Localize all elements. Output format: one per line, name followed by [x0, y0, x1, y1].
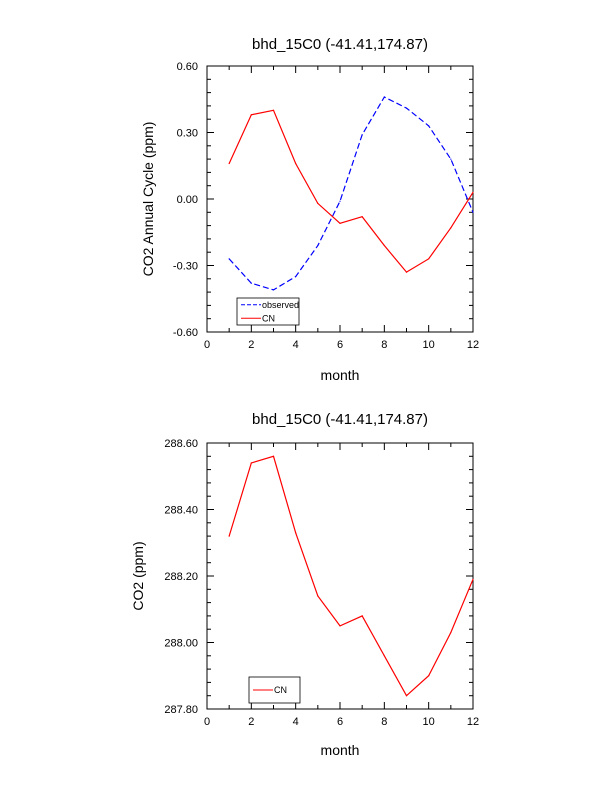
- data-point: [272, 289, 275, 291]
- y-tick-label: -0.60: [173, 327, 198, 339]
- data-point: [250, 462, 252, 464]
- data-point: [228, 535, 230, 537]
- data-point: [272, 455, 275, 457]
- data-point: [450, 227, 452, 229]
- data-point: [428, 125, 430, 127]
- chart-title: bhd_15C0 (-41.41,174.87): [252, 411, 428, 428]
- data-point: [361, 134, 363, 136]
- data-point: [383, 244, 385, 247]
- series-lines: [228, 96, 474, 291]
- data-point: [472, 578, 474, 580]
- legend: CN: [248, 676, 301, 704]
- series-lines: [228, 455, 474, 697]
- data-point: [295, 275, 297, 278]
- x-tick-label: 10: [423, 339, 435, 351]
- x-axis-label: month: [321, 742, 360, 758]
- legend-entry: CN: [262, 313, 275, 323]
- data-point: [472, 191, 474, 193]
- y-tick-label: 287.80: [164, 704, 198, 716]
- x-tick-label: 8: [381, 716, 387, 728]
- y-tick-label: 0.00: [177, 194, 198, 206]
- data-point: [405, 695, 408, 697]
- y-tick-label: 0.60: [177, 61, 198, 73]
- chart-panel-co2: bhd_15C0 (-41.41,174.87) 0 2 4 6 8 10 12 287.80…: [130, 411, 479, 758]
- data-point: [272, 109, 275, 111]
- y-axis-label: CO2 Annual Cycle (ppm): [140, 122, 156, 277]
- axis-ticks: 0 2 4 6 8 10 12 287.80 288.00 288.20 288.40 288.60: [164, 438, 479, 728]
- series-line-cn: [228, 109, 474, 273]
- x-tick-label: 2: [248, 716, 254, 728]
- y-axis-label: CO2 (ppm): [130, 541, 146, 610]
- x-axis-label: month: [321, 367, 360, 383]
- legend: observed CN: [236, 297, 300, 326]
- data-point: [317, 202, 319, 205]
- data-point: [361, 216, 363, 218]
- data-point: [428, 675, 430, 677]
- chart-title: bhd_15C0 (-41.41,174.87): [252, 36, 428, 53]
- y-tick-label: 288.00: [164, 638, 198, 650]
- data-point: [228, 258, 230, 260]
- y-tick-label: 288.20: [164, 571, 198, 583]
- data-point: [339, 625, 341, 627]
- x-tick-label: 6: [337, 339, 343, 351]
- data-point: [339, 200, 341, 202]
- data-point: [428, 258, 430, 260]
- data-point: [383, 655, 385, 657]
- data-point: [228, 162, 230, 165]
- data-point: [405, 107, 408, 109]
- x-tick-label: 0: [204, 716, 210, 728]
- x-tick-label: 12: [467, 716, 479, 728]
- x-tick-label: 2: [248, 339, 254, 351]
- data-point: [450, 631, 452, 634]
- y-tick-label: 0.30: [177, 128, 198, 140]
- x-tick-label: 0: [204, 339, 210, 351]
- legend-entry: CN: [274, 685, 287, 695]
- chart-panel-annual-cycle: bhd_15C0 (-41.41,174.87) 0 2 4 6 8 10 12 -0.60 -…: [140, 36, 479, 383]
- x-tick-label: 10: [423, 716, 435, 728]
- data-point: [472, 211, 474, 213]
- data-point: [361, 615, 363, 617]
- data-point: [295, 162, 297, 165]
- data-point: [383, 96, 385, 98]
- legend-entry: observed: [262, 300, 299, 310]
- data-point: [317, 244, 319, 247]
- y-tick-label: 288.40: [164, 505, 198, 517]
- x-tick-label: 8: [381, 339, 387, 351]
- axis-ticks: 0 2 4 6 8 10 12 -0.60 -0.30 0.00 0.30 0.60: [173, 61, 479, 351]
- data-point: [450, 158, 452, 160]
- data-point: [250, 114, 252, 116]
- legend-box: [236, 297, 300, 326]
- data-point: [339, 222, 341, 224]
- x-tick-label: 4: [293, 339, 299, 351]
- series-line-observed: [228, 96, 474, 291]
- x-tick-label: 4: [293, 716, 299, 728]
- data-point: [405, 271, 408, 273]
- data-point: [295, 532, 297, 534]
- series-line-cn: [228, 455, 474, 697]
- x-tick-label: 6: [337, 716, 343, 728]
- y-tick-label: -0.30: [173, 261, 198, 273]
- data-point: [317, 595, 319, 597]
- plot-frame: [206, 442, 474, 710]
- plot-frame: [206, 65, 474, 333]
- x-tick-label: 12: [467, 339, 479, 351]
- data-point: [250, 282, 252, 284]
- y-tick-label: 288.60: [164, 438, 198, 450]
